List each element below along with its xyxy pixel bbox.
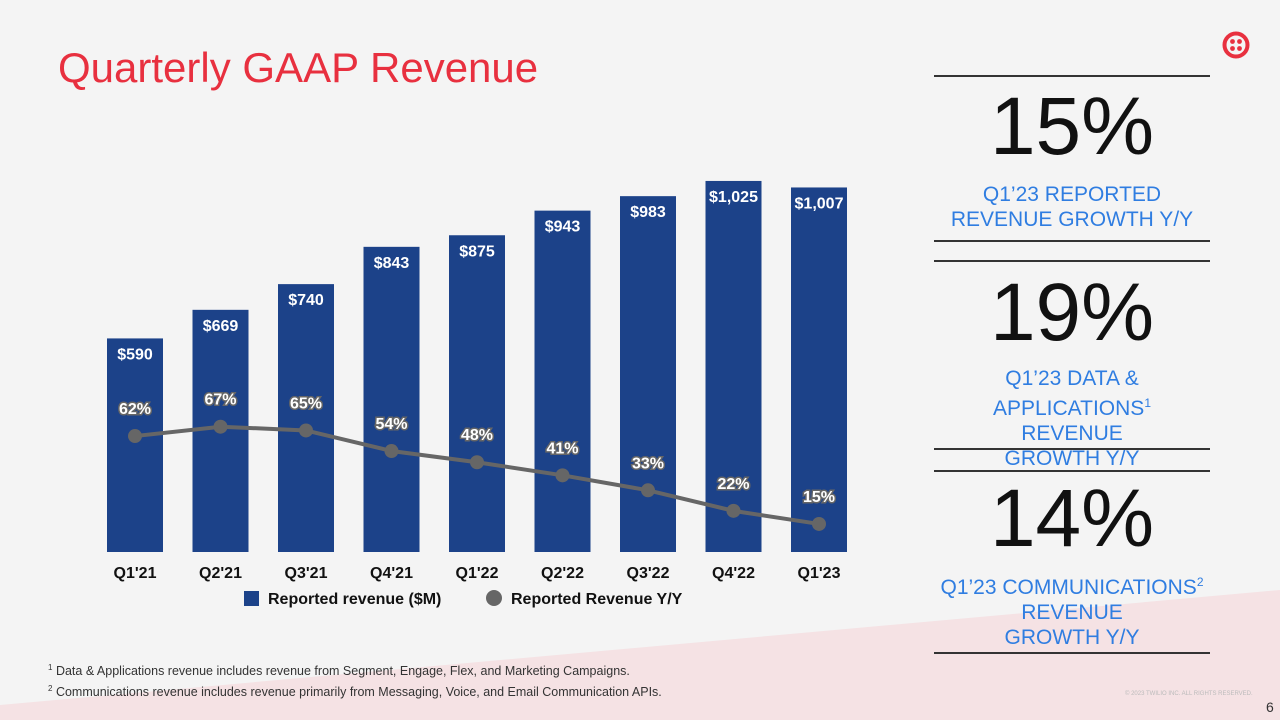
yoy-label: 65% (290, 395, 322, 412)
bar (278, 284, 334, 552)
kpi-label: Q1’23 REPORTED REVENUE GROWTH Y/Y (950, 183, 1194, 231)
kpi-label: REVENUE (1021, 601, 1123, 624)
footnote-1: 1 Data & Applications revenue includes r… (48, 663, 630, 679)
divider (934, 470, 1210, 472)
yoy-label: 41% (546, 440, 578, 457)
kpi-communications-growth: 14% Q1’23 COMMUNICATIONS2 REVENUE GROWTH Y… (934, 478, 1210, 650)
divider (934, 448, 1210, 450)
yoy-label: 22% (717, 476, 749, 493)
yoy-point (299, 423, 313, 438)
yoy-label: 15% (803, 489, 835, 506)
bar (449, 235, 505, 552)
divider (934, 260, 1210, 262)
bar (363, 246, 420, 553)
kpi-value: 14% (989, 473, 1155, 564)
footnote-2: 2 Communications revenue includes revenu… (48, 684, 662, 700)
yoy-label: 33% (632, 455, 664, 472)
kpi-label: GROWTH Y/Y (1004, 447, 1140, 470)
bar (791, 187, 847, 552)
page-title: Quarterly GAAP Revenue (58, 44, 539, 91)
page-number: 6 (1266, 699, 1274, 715)
yoy-label: 54% (375, 416, 407, 433)
x-tick-label: Q3'21 (285, 565, 328, 582)
bar (534, 210, 591, 552)
bar-label: $1,007 (795, 195, 844, 212)
bar-label: $740 (288, 292, 324, 309)
bar-label: $1,025 (709, 189, 758, 206)
yoy-point (213, 419, 228, 434)
yoy-point (384, 444, 399, 459)
kpi-value: 19% (989, 267, 1155, 358)
yoy-point (128, 429, 142, 444)
revenue-chart: $590 Q1'21 $669 Q2'21 $740 Q3'21 $843 Q4'21 $875… (107, 180, 847, 608)
bar-label: $875 (459, 243, 495, 260)
bar (107, 338, 163, 552)
bar-label: $590 (117, 346, 153, 363)
twilio-logo-icon (1222, 31, 1250, 59)
footnote-ref: 1 (1144, 396, 1151, 410)
bar (705, 180, 762, 552)
x-tick-label: Q1'21 (114, 565, 157, 582)
x-tick-label: Q4'22 (712, 565, 755, 582)
bar-label: $943 (545, 219, 581, 236)
yoy-point (470, 455, 484, 470)
yoy-point (555, 468, 570, 483)
kpi-data-applications-growth: 19% Q1’23 DATA & APPLICATIONS1 REVENUE GRO… (934, 272, 1210, 471)
bar (620, 196, 676, 553)
x-tick-label: Q2'22 (541, 565, 584, 582)
legend-bar-label: Reported revenue ($M) (268, 591, 441, 608)
yoy-label: 48% (461, 427, 493, 444)
kpi-label: REVENUE (1021, 422, 1123, 445)
kpi-label: Q1’23 COMMUNICATIONS (940, 576, 1197, 599)
legend-line-label: Reported Revenue Y/Y (511, 591, 683, 608)
kpi-label: GROWTH Y/Y (1004, 626, 1140, 649)
footnote-ref: 2 (1196, 575, 1204, 589)
x-tick-label: Q1'23 (798, 565, 841, 582)
copyright: © 2023 TWILIO INC. ALL RIGHTS RESERVED. (1125, 691, 1253, 697)
yoy-label: 67% (204, 392, 236, 409)
legend-bar-swatch (244, 591, 259, 606)
legend-line-swatch (486, 590, 502, 606)
yoy-label: 62% (119, 401, 151, 418)
x-tick-label: Q4'21 (370, 565, 413, 582)
x-tick-label: Q1'22 (456, 565, 499, 582)
bar-label: $983 (630, 204, 666, 221)
bar-label: $669 (203, 318, 239, 335)
divider (934, 240, 1210, 242)
divider (934, 75, 1210, 77)
yoy-point (641, 483, 655, 498)
divider (934, 652, 1210, 654)
bar-label: $843 (374, 255, 410, 272)
x-tick-label: Q2'21 (199, 565, 242, 582)
yoy-point (726, 503, 741, 518)
yoy-point (812, 516, 826, 531)
kpi-value: 15% (989, 81, 1155, 172)
kpi-reported-growth: 15% Q1’23 REPORTED REVENUE GROWTH Y/Y (934, 86, 1210, 232)
x-tick-label: Q3'22 (627, 565, 670, 582)
kpi-label: Q1’23 DATA & APPLICATIONS (992, 367, 1145, 420)
